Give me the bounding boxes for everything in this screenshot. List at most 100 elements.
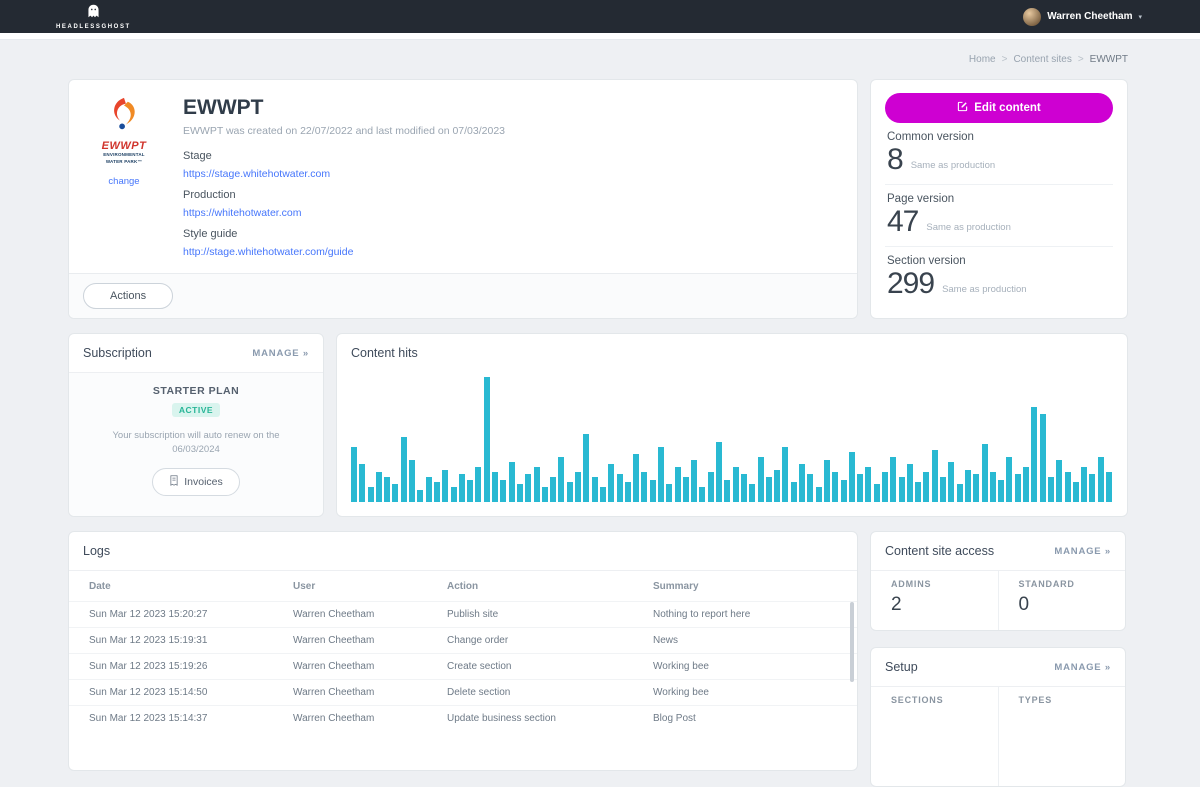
chart-bar (990, 472, 996, 502)
column-header-user: User (285, 571, 439, 602)
chart-bar (1040, 414, 1046, 502)
chart-bar (475, 467, 481, 502)
logs-card: Logs Date User Action Summary Sun Mar 12… (68, 531, 858, 771)
chart-bar (857, 474, 863, 502)
section-version-label: Section version (887, 255, 1111, 267)
chart-bar (376, 472, 382, 502)
chart-bar (650, 480, 656, 502)
sections-stat: SECTIONS (871, 687, 998, 786)
production-url-link[interactable]: https://whitehotwater.com (183, 207, 301, 219)
site-logo-wordmark: EWWPT (102, 140, 147, 152)
chart-bar (882, 472, 888, 502)
stage-url-link[interactable]: https://stage.whitehotwater.com (183, 168, 330, 180)
edit-content-button[interactable]: Edit content (885, 93, 1113, 123)
breadcrumb-separator: > (1002, 54, 1008, 65)
chart-bar (608, 464, 614, 502)
style-guide-url-link[interactable]: http://stage.whitehotwater.com/guide (183, 246, 353, 258)
edit-content-label: Edit content (974, 102, 1040, 114)
sections-label: SECTIONS (891, 695, 998, 705)
pencil-square-icon (957, 101, 968, 115)
setup-title: Setup (885, 660, 918, 674)
brand-logo[interactable]: HEADLESSGHOST (56, 4, 131, 30)
breadcrumb-separator: > (1078, 54, 1084, 65)
site-info-card: EWWPT ENVIRONMENTAL WATER PARK™ change E… (68, 79, 858, 319)
chart-bar (998, 480, 1004, 502)
stage-label: Stage (183, 150, 505, 162)
chevron-down-icon: ▾ (1138, 13, 1142, 21)
subscription-manage-link[interactable]: MANAGE » (252, 348, 309, 359)
chart-bar (575, 472, 581, 502)
chart-bar (675, 467, 681, 502)
chart-bar (874, 484, 880, 502)
chart-bar (782, 447, 788, 502)
chart-bar (1065, 472, 1071, 502)
types-label: TYPES (1019, 695, 1126, 705)
breadcrumb-content-sites[interactable]: Content sites (1013, 54, 1071, 65)
site-card-footer: Actions (69, 273, 857, 318)
top-navbar: HEADLESSGHOST Warren Cheetham ▾ (0, 0, 1200, 33)
chart-bar (641, 472, 647, 502)
chart-bar (683, 477, 689, 502)
chart-bar (957, 484, 963, 502)
common-version-label: Common version (887, 131, 1111, 143)
admins-value: 2 (891, 594, 998, 616)
chart-bar (542, 487, 548, 502)
common-version-value: 8 (887, 145, 903, 175)
setup-card: Setup MANAGE » SECTIONS TYPES (870, 647, 1126, 787)
subscription-card: Subscription MANAGE » STARTER PLAN ACTIV… (68, 333, 324, 517)
subheader-strip (0, 33, 1200, 40)
chart-bar (741, 474, 747, 502)
content-site-access-card: Content site access MANAGE » ADMINS 2 ST… (870, 531, 1126, 631)
logs-title: Logs (83, 544, 110, 558)
renew-date: 06/03/2024 (112, 443, 279, 457)
logs-table: Date User Action Summary Sun Mar 12 2023… (69, 571, 857, 731)
admins-stat: ADMINS 2 (871, 571, 998, 630)
common-version-item: Common version 8 Same as production (885, 123, 1113, 185)
scrollbar-thumb[interactable] (850, 602, 854, 682)
standard-label: STANDARD (1019, 579, 1126, 589)
chart-bar (625, 482, 631, 502)
chart-bar (1048, 477, 1054, 502)
change-logo-link[interactable]: change (108, 176, 139, 187)
chart-bar (766, 477, 772, 502)
chart-bar (492, 472, 498, 502)
chart-bar (824, 460, 830, 502)
chart-bar (368, 487, 374, 502)
chart-bar (517, 484, 523, 502)
chart-bar (1098, 457, 1104, 502)
chart-bar (699, 487, 705, 502)
chart-bar (351, 447, 357, 502)
site-logo-caption: ENVIRONMENTAL WATER PARK™ (95, 152, 153, 166)
chart-bar (691, 460, 697, 502)
chart-bar (774, 470, 780, 502)
section-version-item: Section version 299 Same as production (885, 247, 1113, 308)
setup-manage-link[interactable]: MANAGE » (1054, 662, 1111, 673)
chart-bar (890, 457, 896, 502)
manage-arrows-icon: » (1105, 546, 1111, 557)
access-manage-link[interactable]: MANAGE » (1054, 546, 1111, 557)
chart-bar (451, 487, 457, 502)
admins-label: ADMINS (891, 579, 998, 589)
content-hits-title: Content hits (351, 346, 418, 360)
chart-bar (749, 484, 755, 502)
chart-bar (832, 472, 838, 502)
actions-button[interactable]: Actions (83, 283, 173, 309)
content-hits-chart (351, 372, 1113, 502)
standard-value: 0 (1019, 594, 1126, 616)
invoices-button[interactable]: Invoices (152, 468, 240, 496)
types-stat: TYPES (998, 687, 1126, 786)
breadcrumb-home[interactable]: Home (969, 54, 996, 65)
access-title: Content site access (885, 544, 994, 558)
chart-bar (807, 474, 813, 502)
chart-bar (434, 482, 440, 502)
chart-bar (1006, 457, 1012, 502)
renew-text: Your subscription will auto renew on the (112, 429, 279, 443)
page-version-label: Page version (887, 193, 1111, 205)
table-row: Sun Mar 12 2023 15:14:37Warren CheethamU… (69, 706, 857, 732)
invoices-label: Invoices (184, 476, 223, 488)
chart-bar (525, 474, 531, 502)
chart-bar (932, 450, 938, 502)
section-version-value: 299 (887, 269, 934, 299)
chart-bar (849, 452, 855, 502)
user-menu[interactable]: Warren Cheetham ▾ (1023, 8, 1142, 26)
